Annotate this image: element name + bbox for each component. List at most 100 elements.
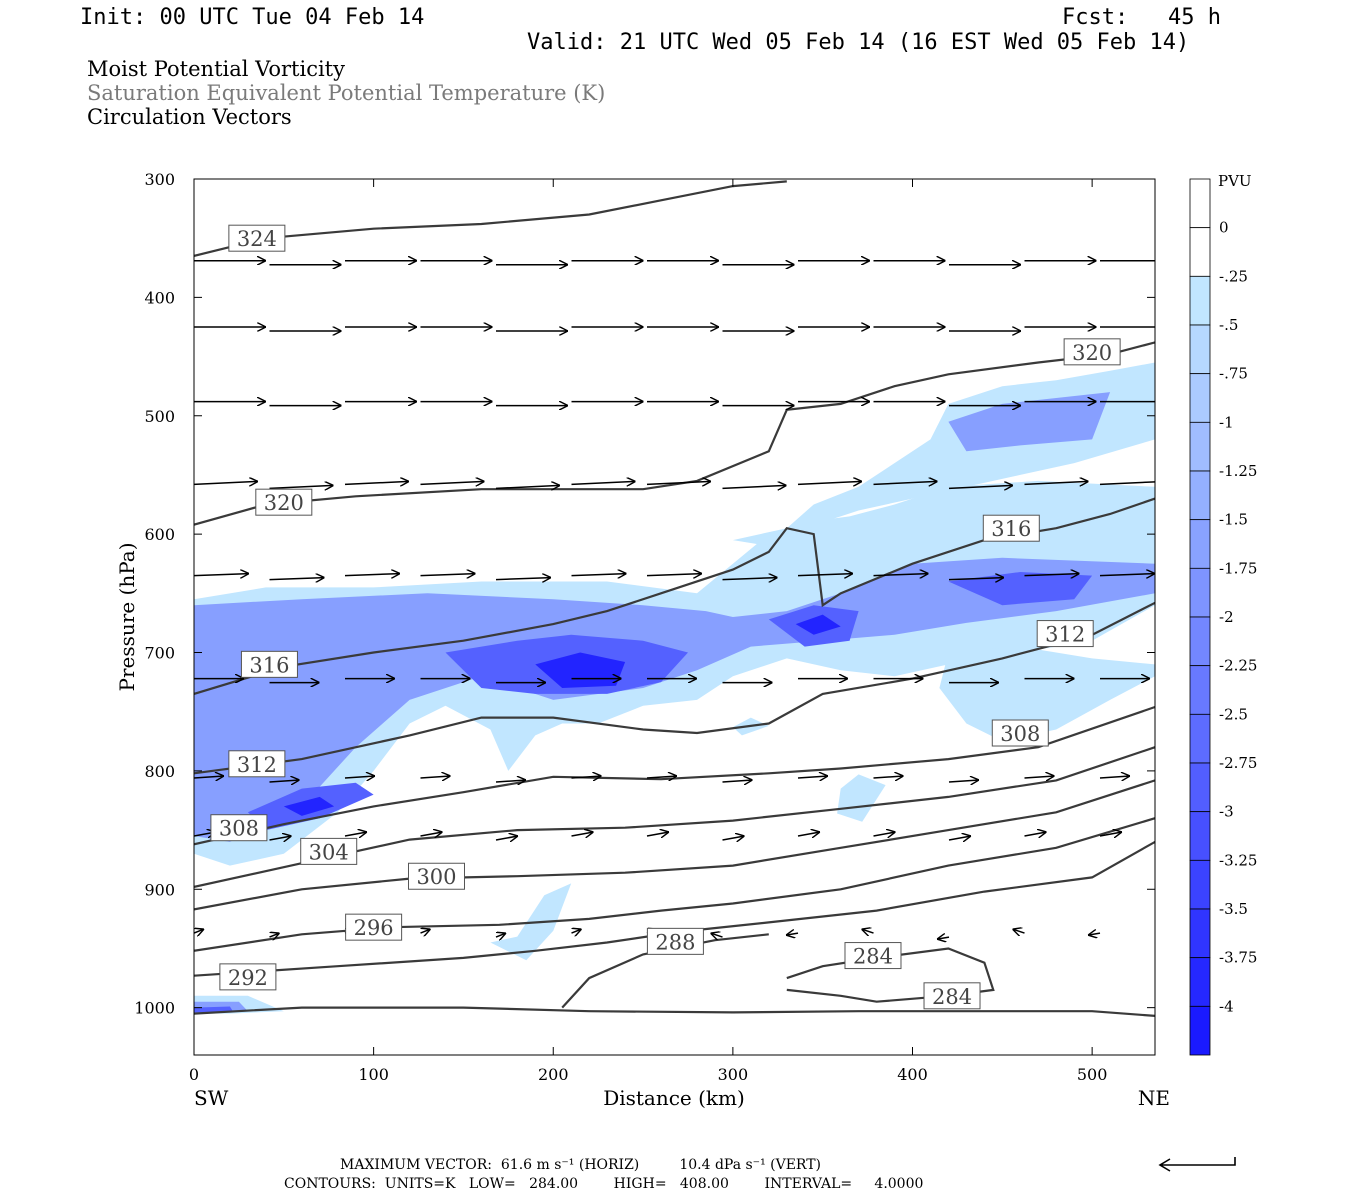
- circulation-vector: [722, 578, 778, 580]
- pv-shade-region: [283, 796, 335, 816]
- circulation-vector: [948, 578, 1004, 580]
- contour-label-text: 308: [1000, 722, 1040, 746]
- circulation-vector: [1099, 574, 1155, 576]
- circulation-vector: [571, 574, 627, 576]
- circulation-vector: [873, 832, 896, 836]
- colorbar-box: [1189, 324, 1211, 375]
- circulation-vector: [646, 832, 669, 836]
- contour-label: 320: [1063, 338, 1121, 366]
- circulation-vector: [1024, 832, 1047, 836]
- x-tick-label: 0: [189, 1065, 199, 1084]
- circulation-vector: [1024, 776, 1055, 778]
- circulation-vector: [495, 578, 551, 580]
- y-axis-title: Pressure (hPa): [115, 543, 139, 692]
- circulation-vector: [797, 776, 828, 778]
- endpoint-left-label: SW: [194, 1086, 229, 1110]
- title-theta-es: Saturation Equivalent Potential Temperat…: [87, 81, 606, 105]
- colorbar-box: [1189, 1005, 1211, 1056]
- circulation-vector: [194, 776, 224, 778]
- x-axis-title: Distance (km): [603, 1086, 745, 1110]
- contour-label-text: 288: [655, 930, 695, 954]
- colorbar-label: -1.5: [1219, 511, 1248, 529]
- contour-label-text: 284: [932, 985, 972, 1009]
- circulation-vector: [344, 832, 367, 836]
- colorbar-label: -.25: [1219, 267, 1248, 285]
- contour-label: 312: [228, 750, 286, 778]
- theta-es-contour: [194, 1006, 1155, 1017]
- circulation-vector: [873, 481, 938, 484]
- colorbar-box: [1189, 713, 1211, 764]
- circulation-vector: [1099, 776, 1130, 778]
- colorbar-label: -3.25: [1219, 851, 1257, 869]
- circulation-vector: [797, 481, 862, 484]
- colorbar-label: -1.25: [1219, 462, 1257, 480]
- circulation-vector: [495, 485, 560, 488]
- circulation-vector: [1013, 929, 1025, 933]
- circulation-vector: [1024, 574, 1080, 576]
- contour-label-text: 320: [1072, 341, 1112, 365]
- x-tick-label: 100: [358, 1065, 389, 1084]
- circulation-vector: [420, 481, 485, 484]
- circulation-vector: [646, 574, 702, 576]
- circulation-vector: [786, 933, 799, 935]
- circulation-vector: [937, 937, 950, 939]
- colorbar-box: [1189, 373, 1211, 423]
- circulation-vector: [711, 933, 723, 937]
- contour-label: 312: [1036, 620, 1094, 648]
- circulation-vector: [797, 574, 853, 576]
- colorbar-box: [1189, 859, 1211, 910]
- circulation-vector: [269, 780, 300, 782]
- contour-label-text: 292: [228, 966, 268, 990]
- circulation-vector: [269, 578, 325, 580]
- y-tick-label: 300: [144, 170, 175, 189]
- init-time: Init: 00 UTC Tue 04 Feb 14: [80, 5, 425, 30]
- circulation-vector: [420, 929, 431, 933]
- circulation-vector: [646, 776, 677, 778]
- colorbar-label: -2.75: [1219, 754, 1257, 772]
- contour-label-text: 312: [237, 753, 277, 777]
- colorbar-label: -2.5: [1219, 705, 1248, 723]
- circulation-vectors: [194, 261, 1155, 939]
- circulation-vector: [344, 776, 375, 778]
- theta-es-contour: [194, 341, 1155, 526]
- circulation-vector: [269, 485, 334, 488]
- contour-label: 324: [228, 224, 286, 252]
- colorbar-label: -3: [1219, 803, 1234, 821]
- pv-shade-region: [948, 392, 1111, 452]
- circulation-vector: [571, 481, 636, 484]
- contour-label-text: 300: [416, 865, 456, 889]
- plot-frame: [193, 178, 1156, 1056]
- contour-label: 304: [300, 837, 358, 865]
- colorbar-label: -2.25: [1219, 657, 1257, 675]
- circulation-vector: [873, 574, 929, 576]
- colorbar-box: [1189, 616, 1211, 667]
- contour-label: 300: [407, 862, 465, 890]
- pv-shade-region: [948, 572, 1093, 606]
- colorbar-label: -3.75: [1219, 949, 1257, 967]
- contour-label-text: 324: [237, 227, 277, 251]
- colorbar-box: [1189, 519, 1211, 569]
- circulation-vector: [948, 485, 1013, 488]
- theta-es-contour: [194, 779, 1155, 911]
- circulation-vector: [420, 832, 443, 836]
- circulation-vector: [1099, 481, 1155, 484]
- y-tick-label: 800: [144, 762, 175, 781]
- colorbar-label: -4: [1219, 997, 1234, 1015]
- y-tick-label: 900: [144, 880, 175, 899]
- colorbar-label: -1: [1219, 413, 1234, 431]
- circulation-vector: [1088, 933, 1101, 935]
- pv-shade-region: [194, 557, 1155, 842]
- x-tick-label: 400: [897, 1065, 928, 1084]
- colorbar-box: [1189, 762, 1211, 813]
- circulation-vector: [722, 485, 787, 488]
- contour-label: 292: [219, 963, 277, 991]
- circulation-vector: [269, 933, 280, 937]
- pv-shade-region: [795, 614, 841, 635]
- circulation-vector: [495, 933, 506, 937]
- x-tick-label: 200: [538, 1065, 569, 1084]
- reference-arrow-icon: [1158, 1157, 1236, 1172]
- colorbar-box: [1189, 178, 1211, 229]
- circulation-vector: [862, 929, 874, 933]
- circulation-vector: [797, 832, 820, 836]
